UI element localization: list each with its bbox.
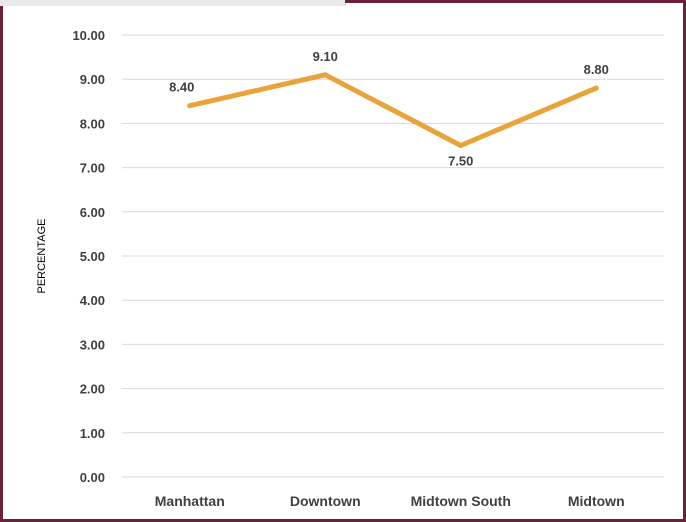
y-tick-label: 9.00: [80, 72, 105, 87]
y-tick-label: 10.00: [72, 28, 105, 43]
x-category-label: Midtown South: [411, 493, 511, 509]
data-label: 8.80: [584, 62, 609, 77]
data-point: [322, 72, 328, 78]
frame-top-border: [345, 0, 686, 3]
y-tick-label: 1.00: [80, 426, 105, 441]
y-tick-label: 5.00: [80, 249, 105, 264]
y-tick-label: 0.00: [80, 470, 105, 485]
x-category-label: Manhattan: [155, 493, 225, 509]
y-tick-label: 4.00: [80, 293, 105, 308]
data-point: [187, 103, 193, 109]
series-lines: [187, 72, 599, 148]
y-tick-label: 3.00: [80, 337, 105, 352]
x-category-label: Downtown: [290, 493, 361, 509]
y-axis-title: PERCENTAGE: [36, 219, 48, 294]
data-label: 9.10: [313, 49, 338, 64]
data-labels: 8.40 9.10 7.50 8.80: [169, 49, 609, 169]
gridlines: [122, 34, 664, 478]
data-point: [593, 85, 599, 91]
series-line: [187, 72, 599, 148]
header-strip: [0, 0, 346, 6]
y-tick-label: 7.00: [80, 161, 105, 176]
x-axis-categories: Manhattan Downtown Midtown South Midtown: [155, 493, 625, 509]
data-label: 8.40: [169, 80, 194, 95]
x-category-label: Midtown: [568, 493, 625, 509]
data-point: [458, 143, 464, 148]
data-label: 7.50: [448, 154, 473, 169]
y-tick-label: 8.00: [80, 116, 105, 131]
y-tick-label: 6.00: [80, 205, 105, 220]
y-axis-ticks: 0.00 1.00 2.00 3.00 4.00 5.00 6.00 7.00 8.00 9.00…: [72, 28, 105, 485]
y-tick-label: 2.00: [80, 382, 105, 397]
